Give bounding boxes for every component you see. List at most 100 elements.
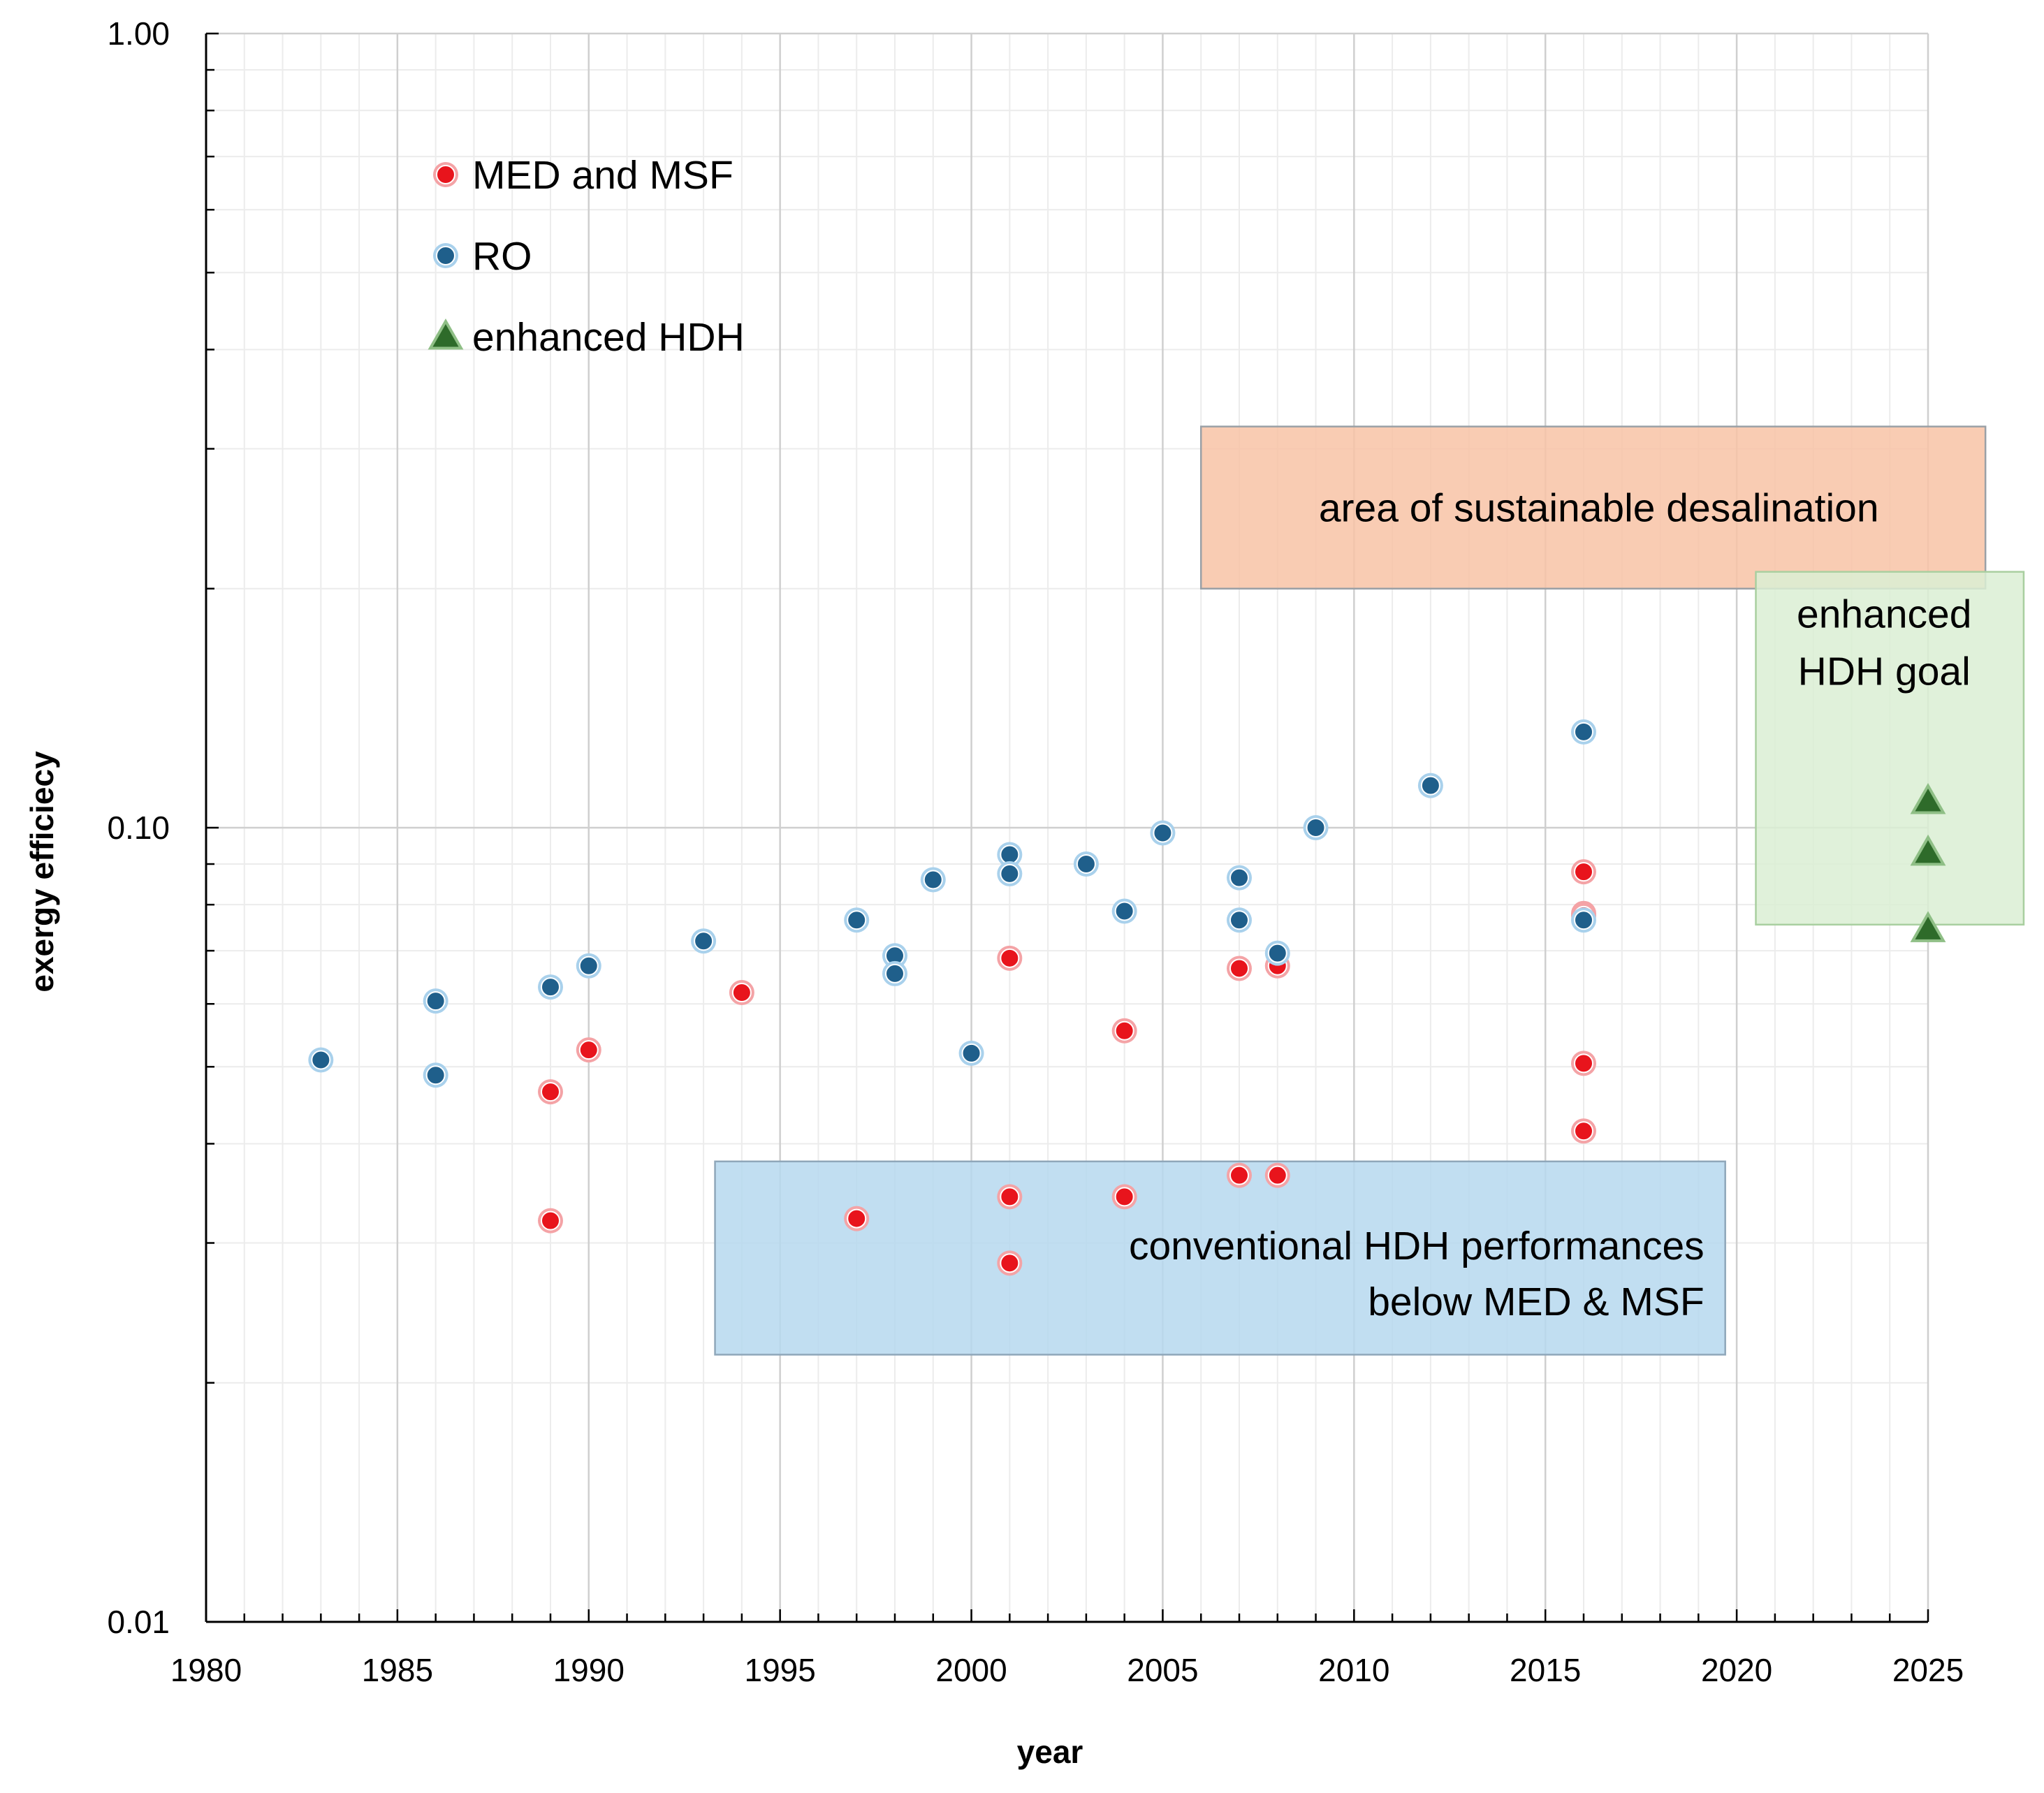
point-med-and-msf [844,1206,870,1231]
marker-triangle [1910,782,1946,814]
point-med-and-msf [1571,1118,1596,1144]
point-ro [882,943,907,969]
marker-core [578,1040,599,1060]
marker-core [1267,943,1287,963]
axes [205,32,1929,1623]
point-ro [1571,719,1596,745]
marker-core [541,1210,560,1231]
marker-core [1153,823,1173,843]
point-ro [1264,940,1290,966]
point-ro [1417,773,1443,798]
marker-core [1574,1053,1593,1074]
marker-core [1229,1165,1249,1185]
marker-core [847,910,867,930]
legend: MED and MSF RO enhanced HDH [428,153,745,360]
point-ro [691,928,717,954]
point-ro [1111,898,1137,924]
marker-core [1076,854,1096,874]
point-med-and-msf [1571,859,1596,885]
point-med-and-msf [1111,1018,1137,1044]
point-ro [997,861,1023,886]
point-ro [576,953,601,979]
point-med-and-msf [997,1250,1023,1276]
marker-core [1574,862,1593,882]
marker-core [1229,868,1249,888]
marker-core [1574,910,1593,930]
point-enhanced-hdh [1910,911,1946,942]
marker-core [1000,863,1020,884]
marker-core [1114,1187,1134,1207]
marker-core [923,870,943,890]
point-med-and-msf [1571,1051,1596,1076]
legend-marker [428,318,464,350]
legend-label: enhanced HDH [472,315,745,360]
region-label: conventional HDH performances [1129,1224,1704,1268]
marker-core [1420,775,1440,796]
point-ro [538,974,563,1000]
marker-core [425,991,446,1011]
x-tick-label: 2000 [935,1652,1007,1688]
marker-core [436,246,455,265]
point-ro [1571,907,1596,933]
legend-marker [433,243,458,268]
marker-core [1000,1187,1020,1207]
marker-core [425,1065,446,1085]
region-label: HDH goal [1798,650,1971,694]
point-ro [308,1047,334,1073]
x-tick-label: 2020 [1701,1652,1772,1688]
grid [206,32,1929,1622]
marker-triangle [1910,834,1946,866]
marker-core [578,956,599,976]
legend-label: RO [472,234,532,279]
marker-core [1306,818,1326,837]
x-axis-title: year [1017,1734,1083,1770]
marker-core [1000,948,1020,968]
x-tick-label: 1980 [170,1652,242,1688]
x-tick-label: 1995 [744,1652,815,1688]
point-med-and-msf [576,1037,601,1063]
marker-core [436,165,455,184]
marker-triangle [1910,911,1946,942]
marker-triangle [428,318,464,350]
region-label: enhanced [1797,592,1971,637]
point-ro [1227,865,1252,891]
marker-core [885,963,905,983]
point-med-and-msf [1264,1162,1290,1188]
point-ro [958,1040,984,1066]
marker-core [961,1043,981,1063]
point-ro [844,907,870,933]
point-med-and-msf [729,980,754,1006]
x-tick-label: 1990 [553,1652,625,1688]
marker-core [311,1050,331,1070]
point-ro [920,867,946,893]
point-med-and-msf [538,1079,563,1105]
point-med-and-msf [1227,956,1252,981]
y-tick-label: 1.00 [107,15,170,52]
legend-marker [433,162,458,187]
x-tick-label: 2025 [1892,1652,1964,1688]
y-axis-title: exergy efficiecy [24,751,60,993]
point-ro [423,1062,448,1088]
x-tick-label: 2010 [1318,1652,1389,1688]
point-med-and-msf [538,1208,563,1234]
marker-core [1000,1253,1020,1273]
region-enhanced-hdh-goal [1755,571,2025,926]
point-ro [1150,820,1176,846]
marker-core [1114,901,1134,921]
point-med-and-msf [997,1184,1023,1210]
point-ro [1303,815,1329,840]
data-points [308,719,1946,1276]
marker-core [541,1082,560,1102]
point-ro [882,960,907,986]
marker-core [731,983,752,1003]
point-med-and-msf [1111,1184,1137,1210]
x-tick-label: 1985 [362,1652,433,1688]
marker-core [694,931,714,951]
x-tick-label: 2015 [1510,1652,1581,1688]
point-ro [1227,907,1252,933]
y-tick-label: 0.01 [107,1604,170,1640]
marker-core [1267,1165,1287,1185]
y-tick-label: 0.10 [107,810,170,846]
region-area-of-sustainable-desalination [1199,425,1987,590]
